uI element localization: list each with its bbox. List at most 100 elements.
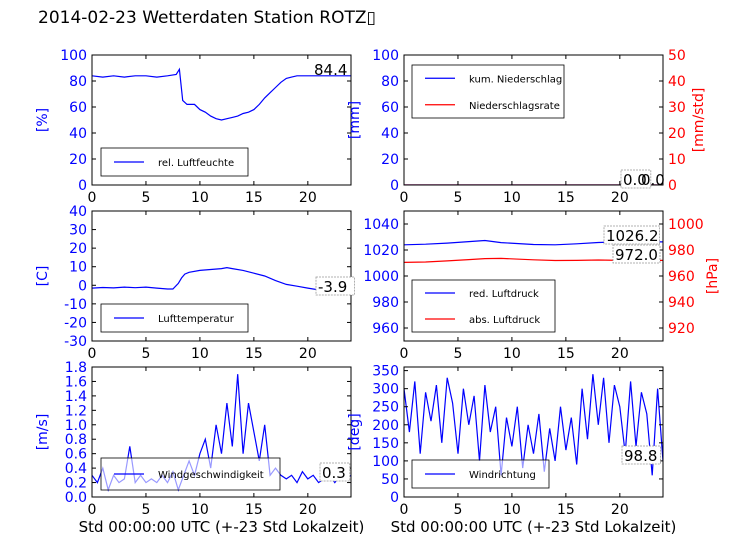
x-tick-label: 15 <box>557 502 575 518</box>
x-tick-label: 0 <box>88 190 97 206</box>
y-tick-label: 350 <box>372 364 399 380</box>
series-line-rel-luftfeuchte <box>92 67 351 121</box>
y-axis-label: [m/s] <box>35 414 51 451</box>
annotation-box <box>612 244 661 264</box>
y-tick-label: 60 <box>381 100 399 116</box>
x-tick-label: 5 <box>141 502 150 518</box>
y2-tick-label: 980 <box>668 243 695 259</box>
x-tick-label: 5 <box>453 190 462 206</box>
y-tick-label: 40 <box>69 204 87 220</box>
value-annotation: -3.9 <box>318 278 347 296</box>
y-tick-label: 100 <box>60 48 87 64</box>
y-tick-label: 1.4 <box>65 389 87 405</box>
legend-label: kum. Niederschlag <box>469 74 562 85</box>
y-tick-label: 1.8 <box>65 360 87 376</box>
legend-label: Windrichtung <box>469 470 536 481</box>
y2-tick-label: 940 <box>668 295 695 311</box>
annotation-box <box>620 169 652 189</box>
series-line-windrichtung <box>404 374 663 476</box>
x-tick-label: 10 <box>503 346 521 362</box>
y-tick-label: 1040 <box>363 217 399 233</box>
y-tick-label: 0 <box>78 178 87 194</box>
x-tick-label: 10 <box>191 502 209 518</box>
x-tick-label: 0 <box>400 502 409 518</box>
legend-label: Windgeschwindigkeit <box>158 470 264 481</box>
axes-frame <box>91 366 352 498</box>
y2-tick-label: 960 <box>668 269 695 285</box>
y-tick-label: 960 <box>372 321 399 337</box>
axes-frame <box>91 210 352 342</box>
axes-frame <box>403 54 664 186</box>
value-annotation: 84.4 <box>314 61 347 79</box>
value-annotation: 98.8 <box>624 447 657 465</box>
x-axis-label: Std 00:00:00 UTC (+-23 Std Lokalzeit) <box>391 518 677 536</box>
y-tick-label: 20 <box>69 152 87 168</box>
x-tick-label: 20 <box>611 346 629 362</box>
legend-label: Niederschlagsrate <box>469 101 560 112</box>
y-tick-label: 1.2 <box>65 403 87 419</box>
y-tick-label: 250 <box>372 400 399 416</box>
y2-tick-label: 50 <box>668 48 686 64</box>
y-tick-label: 0.8 <box>65 432 87 448</box>
x-tick-label: 20 <box>299 190 317 206</box>
y-tick-label: 980 <box>372 295 399 311</box>
y-tick-label: 40 <box>381 126 399 142</box>
y-tick-label: 80 <box>381 74 399 90</box>
y-tick-label: 1.6 <box>65 374 87 390</box>
panel-humidity: 0 5 10 15 20 0 20 40 60 80 100 [%] rel. Luftfeuchte 8… <box>35 48 352 206</box>
y2-tick-label: 10 <box>668 152 686 168</box>
y-tick-label: 100 <box>372 454 399 470</box>
y-tick-label: 0.4 <box>65 461 87 477</box>
y-tick-label: 0 <box>390 178 399 194</box>
x-tick-label: 20 <box>299 346 317 362</box>
x-tick-label: 0 <box>88 502 97 518</box>
annotation-box <box>315 276 355 296</box>
y-axis-label: [deg] <box>347 413 363 450</box>
y2-tick-label: 1000 <box>668 217 704 233</box>
x-tick-label: 15 <box>557 346 575 362</box>
x-tick-label: 0 <box>400 346 409 362</box>
legend-label: Lufttemperatur <box>158 314 235 325</box>
series-line-lufttemperatur <box>92 266 351 294</box>
y-tick-label: 0.2 <box>65 476 87 492</box>
x-tick-label: 0 <box>88 346 97 362</box>
axes-frame <box>91 54 352 186</box>
y2-axis-label: [hPa] <box>705 258 721 294</box>
x-tick-label: 0 <box>400 190 409 206</box>
y-tick-label: 20 <box>69 241 87 257</box>
y-tick-label: 100 <box>372 48 399 64</box>
value-annotation: 972.0 <box>615 246 658 264</box>
annotation-box <box>603 225 660 245</box>
annotation-box <box>319 462 351 482</box>
y-tick-label: 40 <box>69 126 87 142</box>
y-tick-label: 0 <box>78 278 87 294</box>
x-tick-label: 5 <box>453 346 462 362</box>
figure-title: 2014-02-23 Wetterdaten Station ROTZ▯ <box>38 8 376 28</box>
panel-pressure: 0 5 10 15 20 960 980 1000 1020 1040 920 940 960 980 10… <box>363 210 721 362</box>
y2-tick-label: 30 <box>668 100 686 116</box>
value-annotation: 0.0 <box>623 171 647 189</box>
x-tick-label: 10 <box>503 502 521 518</box>
x-tick-label: 20 <box>611 190 629 206</box>
panel-precip: 0 5 10 15 20 0 20 40 60 80 100 0 10 20 30 40 50 [mm] [mm/s… <box>347 48 707 206</box>
y-tick-label: 50 <box>381 472 399 488</box>
y-tick-label: 0.6 <box>65 447 87 463</box>
y-tick-label: -10 <box>64 297 87 313</box>
y2-tick-label: 40 <box>668 74 686 90</box>
x-tick-label: 10 <box>191 346 209 362</box>
x-tick-label: 20 <box>611 502 629 518</box>
legend-label: rel. Luftfeuchte <box>158 158 234 169</box>
y-tick-label: 150 <box>372 436 399 452</box>
y-tick-label: 30 <box>69 223 87 239</box>
y-tick-label: 60 <box>69 100 87 116</box>
y-tick-label: 1.0 <box>65 418 87 434</box>
annotation-box <box>621 445 661 465</box>
x-tick-label: 10 <box>191 190 209 206</box>
legend-label: abs. Luftdruck <box>469 315 540 326</box>
value-annotation: 0.0 <box>641 171 665 189</box>
y-tick-label: 300 <box>372 382 399 398</box>
y-axis-label: [%] <box>35 108 51 132</box>
y-tick-label: 1000 <box>363 269 399 285</box>
